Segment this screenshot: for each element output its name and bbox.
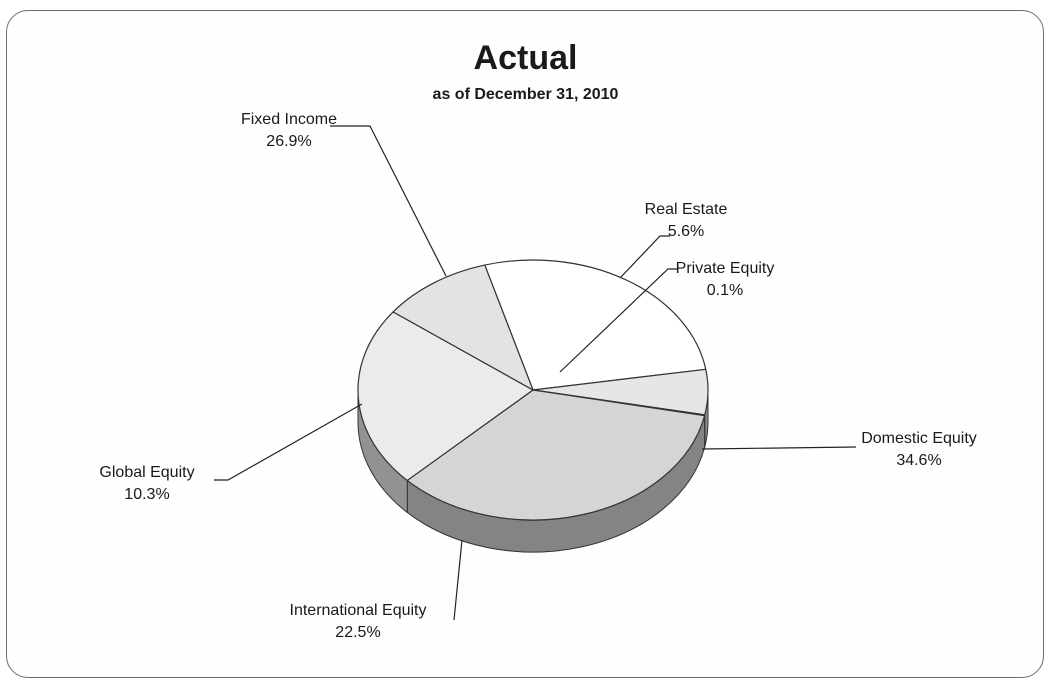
slice-global-equity	[392, 264, 534, 391]
slice-label-global-equity: Global Equity 10.3%	[99, 462, 194, 506]
leader-lines	[214, 125, 857, 621]
leader-line-fixed-income	[330, 125, 447, 277]
chart-title: Actual	[473, 39, 578, 77]
slice-percent: 0.1%	[706, 282, 744, 299]
slice-percent: 22.5%	[335, 624, 381, 641]
slice-name: Private Equity	[675, 260, 775, 277]
slice-label-fixed-income: Fixed Income 26.9%	[241, 109, 337, 153]
slice-percent: 5.6%	[667, 223, 705, 240]
chart-subtitle: as of December 31, 2010	[432, 86, 619, 103]
slice-fixed-income	[484, 259, 707, 391]
slice-label-private-equity: Private Equity 0.1%	[676, 258, 775, 302]
leader-line-domestic-equity	[701, 446, 857, 450]
slice-international-equity	[357, 311, 534, 482]
slice-name: Fixed Income	[240, 111, 338, 128]
slice-label-domestic-equity: Domestic Equity 34.6%	[861, 428, 977, 472]
pie-slices	[357, 259, 709, 521]
leader-line-private-equity	[559, 268, 678, 373]
slice-name: International Equity	[289, 602, 427, 619]
slice-label-international-equity: International Equity 22.5%	[290, 600, 427, 644]
leader-line-international-equity	[453, 539, 463, 621]
slice-name: Domestic Equity	[861, 430, 977, 447]
slice-name: Global Equity	[99, 464, 195, 481]
slice-percent: 10.3%	[124, 486, 170, 503]
slice-percent: 34.6%	[896, 452, 942, 469]
slice-name: Real Estate	[644, 201, 728, 218]
slice-label-real-estate: Real Estate 5.6%	[645, 199, 728, 243]
slice-percent: 26.9%	[266, 133, 312, 150]
slice-domestic-equity	[406, 389, 706, 521]
leader-line-real-estate	[619, 235, 670, 279]
leader-line-global-equity	[214, 403, 363, 481]
